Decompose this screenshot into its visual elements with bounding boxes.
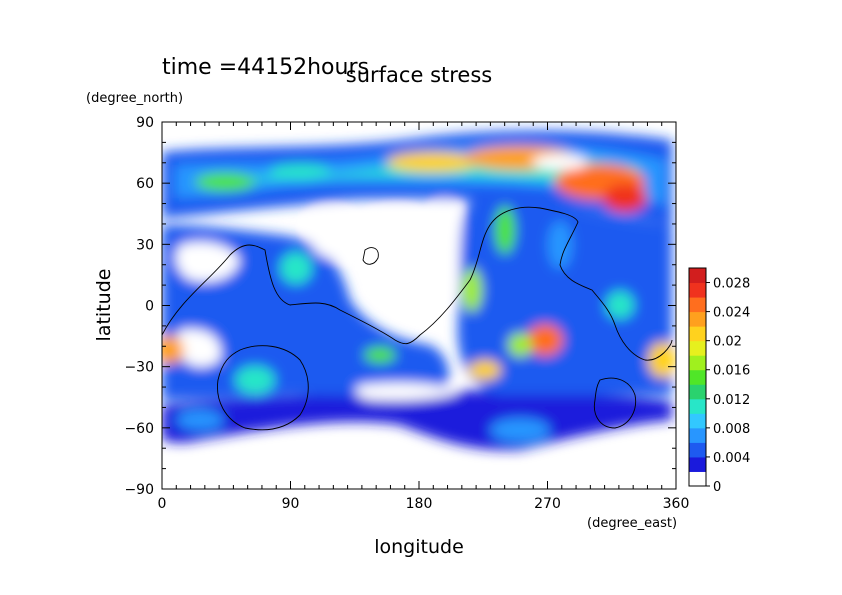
colorbar-tick-label: 0.008: [713, 422, 750, 437]
hotspot-south-far-west: [176, 410, 224, 430]
colorbar-swatch: [689, 384, 706, 400]
colorbar-tick-label: 0.012: [713, 393, 750, 408]
y-tick-label: −90: [124, 482, 154, 498]
y-tick-label: 90: [136, 115, 154, 131]
hotspot-siberia: [270, 164, 330, 180]
hotspot-south-atlantic-west: [508, 333, 532, 357]
colorbar-swatch: [689, 297, 706, 313]
y-tick-label: 30: [136, 237, 154, 253]
coastline-4: [362, 247, 379, 265]
calm-arctic: [532, 154, 588, 170]
hotspot-eurasia: [195, 173, 255, 191]
hotspot-south-atlantic: [527, 324, 563, 356]
x-tick-label: 90: [282, 496, 300, 512]
x-tick-label: 360: [663, 496, 690, 512]
x-tick-label: 270: [534, 496, 561, 512]
hotspot-north-atlantic-peak: [603, 184, 647, 212]
coastline-2: [217, 345, 309, 431]
chart-title: surface stress: [346, 63, 492, 87]
hotspot-south-west: [235, 366, 275, 394]
hotspot-atlantic-tropic: [606, 291, 634, 319]
hotspot-atlantic-mid: [548, 221, 572, 269]
calm-area-5: [176, 329, 221, 367]
colorbar-tick-label: 0.024: [713, 306, 750, 321]
colorbar-tick-label: 0.02: [713, 335, 742, 350]
y-tick-labels: −90 −60 −30 0 30 60 90: [124, 115, 154, 498]
x-tick-labels: 0 90 180 270 360: [158, 496, 690, 512]
hotspot-south-indian: [364, 347, 396, 363]
colorbar-tick-label: 0: [713, 480, 721, 495]
colorbar-swatch: [689, 268, 706, 284]
hotspot-north-pacific: [387, 152, 477, 172]
colorbar-tick-label: 0.016: [713, 364, 750, 379]
hotspot-pacific-equator: [462, 268, 482, 312]
colorbar-swatch: [689, 326, 706, 342]
colorbar: [688, 267, 710, 487]
colorbar-swatch: [689, 413, 706, 429]
colorbar-swatch: [689, 427, 706, 443]
hotspot-indian-west: [162, 336, 184, 364]
calm-area-2: [368, 210, 425, 295]
hotspot-southern-ocean: [490, 418, 550, 442]
y-unit-label: (degree_north): [86, 91, 183, 106]
y-tick-label: 60: [136, 176, 154, 192]
colorbar-swatch: [689, 471, 706, 487]
calm-area-4: [310, 209, 352, 258]
calm-area-3: [430, 199, 461, 302]
x-tick-label: 0: [158, 496, 167, 512]
y-axis-label: latitude: [93, 269, 115, 342]
colorbar-swatch: [689, 355, 706, 371]
plot-area: [162, 122, 676, 489]
y-tick-label: −60: [124, 421, 154, 437]
coastline-1: [162, 206, 673, 361]
hotspot-pacific-north: [495, 206, 515, 254]
hotspot-west-pacific: [280, 252, 312, 284]
stress-field: [162, 130, 676, 451]
y-tick-label: 0: [145, 299, 154, 315]
calm-area-6: [355, 382, 460, 401]
hotspot-south-pacific-east: [469, 360, 501, 380]
colorbar-swatch: [689, 311, 706, 327]
coastlines: [162, 206, 673, 431]
colorbar-swatch: [689, 340, 706, 356]
x-axis-label: longitude: [374, 536, 464, 558]
chart-subtitle: time =44152hours: [162, 55, 369, 80]
colorbar-swatch: [689, 282, 706, 298]
colorbar-swatch: [689, 398, 706, 414]
colorbar-swatch: [689, 369, 706, 385]
colorbar-tick-label: 0.004: [713, 451, 750, 466]
colorbar-labels: 0 0.004 0.008 0.012 0.016 0.02 0.024 0.028: [713, 277, 750, 495]
colorbar-frame: [688, 267, 707, 487]
x-tick-label: 180: [406, 496, 433, 512]
x-unit-label: (degree_east): [587, 516, 677, 531]
y-tick-label: −30: [124, 360, 154, 376]
coastline-3: [593, 377, 637, 429]
axis-ticks: [161, 121, 677, 490]
colorbar-swatch: [689, 442, 706, 458]
colorbar-swatch: [689, 456, 706, 472]
calm-area-1: [175, 241, 240, 282]
hotspot-indian-east: [648, 342, 676, 378]
colorbar-tick-label: 0.028: [713, 277, 750, 292]
